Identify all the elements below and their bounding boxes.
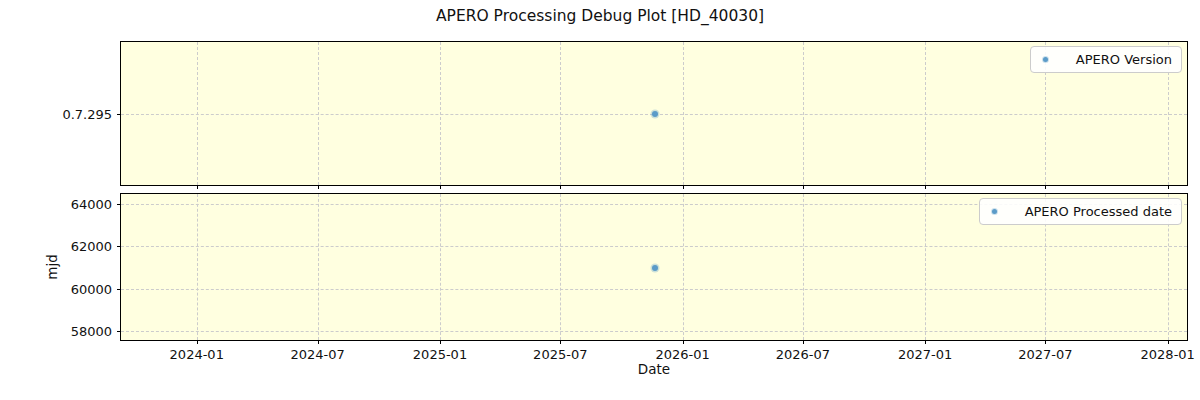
x-tick xyxy=(803,185,804,189)
x-gridline xyxy=(440,194,441,340)
x-tick-label: 2027-07 xyxy=(1018,347,1072,362)
x-tick xyxy=(1168,340,1169,344)
x-tick-label: 2026-07 xyxy=(776,347,830,362)
x-tick-label: 2025-07 xyxy=(533,347,587,362)
legend-label-apero-version: APERO Version xyxy=(1076,52,1172,67)
x-gridline xyxy=(318,194,319,340)
processed-date-subplot: APERO Processed date 2024-012024-072025-… xyxy=(120,193,1188,341)
figure: APERO Processing Debug Plot [HD_40030] A… xyxy=(0,0,1200,400)
data-point xyxy=(652,111,658,117)
y-gridline xyxy=(121,246,1187,247)
scatter-marker-icon xyxy=(1043,57,1048,62)
y-tick-label: 58000 xyxy=(71,324,112,339)
legend-label-apero-processed-date: APERO Processed date xyxy=(1025,204,1172,219)
x-tick xyxy=(1168,185,1169,189)
y-tick xyxy=(117,246,121,247)
x-tick xyxy=(560,340,561,344)
x-gridline xyxy=(197,194,198,340)
x-tick xyxy=(925,185,926,189)
scatter-marker-icon xyxy=(992,209,997,214)
y-tick xyxy=(117,289,121,290)
y-tick-label: 62000 xyxy=(71,239,112,254)
x-tick-label: 2024-01 xyxy=(170,347,224,362)
x-tick-label: 2028-01 xyxy=(1141,347,1195,362)
y-tick-label: 0.7.295 xyxy=(62,106,112,121)
x-tick-label: 2027-01 xyxy=(898,347,952,362)
x-gridline xyxy=(803,194,804,340)
x-tick xyxy=(440,340,441,344)
x-tick xyxy=(560,185,561,189)
x-tick-label: 2024-07 xyxy=(291,347,345,362)
x-axis-label-date: Date xyxy=(120,361,1188,377)
x-tick-label: 2025-01 xyxy=(413,347,467,362)
plot-title: APERO Processing Debug Plot [HD_40030] xyxy=(0,7,1200,25)
y-tick xyxy=(117,204,121,205)
y-tick xyxy=(117,114,121,115)
x-gridline xyxy=(560,194,561,340)
x-tick xyxy=(318,185,319,189)
x-tick xyxy=(925,340,926,344)
y-axis-label-mjd: mjd xyxy=(44,254,60,279)
x-tick xyxy=(197,185,198,189)
x-tick xyxy=(1045,340,1046,344)
legend-apero-processed-date: APERO Processed date xyxy=(979,198,1182,225)
x-gridline xyxy=(683,194,684,340)
x-tick-label: 2026-01 xyxy=(655,347,709,362)
legend-apero-version: APERO Version xyxy=(1030,46,1182,73)
y-gridline xyxy=(121,331,1187,332)
y-tick xyxy=(117,331,121,332)
y-tick-label: 60000 xyxy=(71,281,112,296)
x-tick xyxy=(197,340,198,344)
x-tick xyxy=(318,340,319,344)
y-gridline xyxy=(121,289,1187,290)
version-subplot: APERO Version 0.7.295 xyxy=(120,41,1188,186)
x-tick xyxy=(683,185,684,189)
x-tick xyxy=(1045,185,1046,189)
x-tick xyxy=(683,340,684,344)
data-point xyxy=(652,265,658,271)
y-tick-label: 64000 xyxy=(71,196,112,211)
x-gridline xyxy=(925,194,926,340)
x-tick xyxy=(803,340,804,344)
x-tick xyxy=(440,185,441,189)
